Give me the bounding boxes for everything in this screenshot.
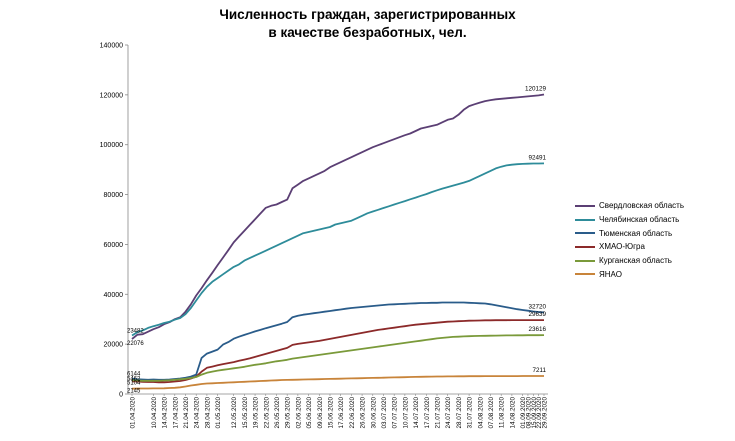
x-tick-label: 02.06.2020 — [295, 397, 302, 429]
x-tick-label: 21.07.2020 — [434, 397, 441, 429]
legend-swatch — [575, 245, 595, 248]
series-end-label-4: 23616 — [528, 326, 546, 333]
x-tick-label: 01.04.2020 — [130, 397, 137, 429]
x-tick-label: 07.07.2020 — [392, 397, 399, 429]
legend-swatch — [575, 218, 595, 221]
x-axis-ticks: 01.04.2020 10.04.2020 14.04.2020 17.04.2020… — [130, 394, 549, 429]
chart-title: Численность граждан, зарегистрированных … — [0, 6, 735, 42]
series-end-label-1: 92491 — [528, 154, 546, 161]
series-line-3 — [131, 319, 544, 384]
x-tick-label: 15.06.2020 — [327, 397, 334, 429]
x-tick-label: 21.04.2020 — [183, 397, 190, 429]
series-line-2 — [131, 301, 545, 381]
legend-swatch — [575, 204, 595, 207]
y-tick-label: 140000 — [100, 43, 123, 50]
legend-label: ХМАО-Югра — [599, 242, 645, 252]
x-tick-label: 31.07.2020 — [467, 397, 474, 429]
series-start-label-2: 6144 — [127, 372, 141, 378]
legend-label: Курганская область — [599, 256, 672, 266]
x-tick-label: 30.06.2020 — [370, 397, 377, 429]
x-tick-label: 29.05.2020 — [285, 397, 292, 429]
y-tick-label: 20000 — [104, 342, 124, 349]
x-tick-label: 14.04.2020 — [162, 397, 169, 429]
series-line-1 — [131, 162, 545, 337]
x-tick-label: 24.04.2020 — [194, 397, 201, 429]
series-start-label-4: 5462 — [127, 376, 141, 382]
legend-label: Свердловская область — [599, 201, 684, 211]
y-tick-label: 0 — [119, 392, 123, 399]
x-tick-label: 26.05.2020 — [274, 397, 281, 429]
legend-swatch — [575, 232, 595, 235]
series-end-label-5: 7211 — [532, 367, 546, 374]
y-tick-label: 40000 — [104, 292, 124, 299]
x-tick-label: 17.06.2020 — [338, 397, 345, 429]
legend-item-5: ЯНАО — [575, 267, 684, 281]
x-tick-label: 22.06.2020 — [349, 397, 356, 429]
x-tick-label: 15.09.2020 — [531, 397, 538, 429]
x-tick-label: 08.09.2020 — [525, 397, 532, 429]
legend-item-4: Курганская область — [575, 254, 684, 268]
chart-title-line-2: в качестве безработных, чел. — [268, 25, 467, 40]
x-tick-label: 09.06.2020 — [317, 397, 324, 429]
legend-item-3: ХМАО-Югра — [575, 240, 684, 254]
x-tick-label: 14.08.2020 — [509, 397, 516, 429]
series-start-label-3: 5104 — [127, 380, 141, 386]
series-start-label-1: 23482 — [127, 328, 144, 334]
series-start-label-5: 2145 — [127, 389, 141, 395]
x-tick-label: 29.09.2020 — [542, 397, 549, 429]
x-tick-label: 03.07.2020 — [381, 397, 388, 429]
chart-data-labels: 120129 22076 92491 23482 32720 6144 29639 5104 2… — [127, 86, 546, 395]
chart-title-line-1: Численность граждан, зарегистрированных — [219, 7, 516, 22]
x-tick-label: 05.06.2020 — [306, 397, 313, 429]
y-tick-label: 100000 — [100, 142, 123, 149]
x-tick-label: 15.05.2020 — [242, 397, 249, 429]
series-end-label-3: 29639 — [528, 311, 546, 318]
x-tick-label: 10.04.2020 — [151, 397, 158, 429]
x-tick-label: 10.07.2020 — [402, 397, 409, 429]
x-tick-label: 26.06.2020 — [360, 397, 367, 429]
legend-swatch — [575, 273, 595, 276]
x-tick-label: 04.08.2020 — [477, 397, 484, 429]
x-tick-label: 07.08.2020 — [488, 397, 495, 429]
x-tick-label: 22.05.2020 — [263, 397, 270, 429]
x-tick-label: 14.07.2020 — [413, 397, 420, 429]
chart-axes — [127, 45, 548, 395]
series-end-label-0: 120129 — [525, 86, 547, 93]
y-tick-label: 60000 — [104, 242, 124, 249]
x-tick-label: 12.05.2020 — [231, 397, 238, 429]
x-tick-label: 19.05.2020 — [253, 397, 260, 429]
series-start-label-0: 22076 — [127, 341, 144, 347]
series-line-0 — [131, 93, 545, 340]
legend-swatch — [575, 259, 595, 262]
series-line-5 — [131, 375, 544, 390]
legend-item-2: Тюменская область — [575, 226, 684, 240]
x-tick-label: 17.04.2020 — [172, 397, 179, 429]
x-tick-label: 01.09.2020 — [520, 397, 527, 429]
x-tick-label: 17.07.2020 — [424, 397, 431, 429]
legend-item-1: Челябинская область — [575, 213, 684, 227]
x-tick-label: 28.04.2020 — [204, 397, 211, 429]
x-tick-label: 22.09.2020 — [536, 397, 543, 429]
x-tick-label: 28.07.2020 — [456, 397, 463, 429]
chart-legend: Свердловская область Челябинская область Т… — [575, 199, 684, 281]
series-line-4 — [131, 334, 545, 382]
y-axis-ticks: 0 20000 40000 60000 80000 100000 120000 140000 — [100, 43, 128, 399]
legend-label: Тюменская область — [599, 228, 673, 238]
x-tick-label: 01.05.2020 — [215, 397, 222, 429]
legend-label: Челябинская область — [599, 215, 680, 225]
y-tick-label: 80000 — [104, 192, 124, 199]
x-tick-label: 24.07.2020 — [445, 397, 452, 429]
x-tick-label: 11.08.2020 — [499, 397, 506, 429]
series-end-label-2: 32720 — [528, 303, 546, 310]
chart-series — [131, 93, 545, 390]
legend-item-0: Свердловская область — [575, 199, 684, 213]
y-tick-label: 120000 — [100, 92, 123, 99]
legend-label: ЯНАО — [599, 269, 622, 279]
